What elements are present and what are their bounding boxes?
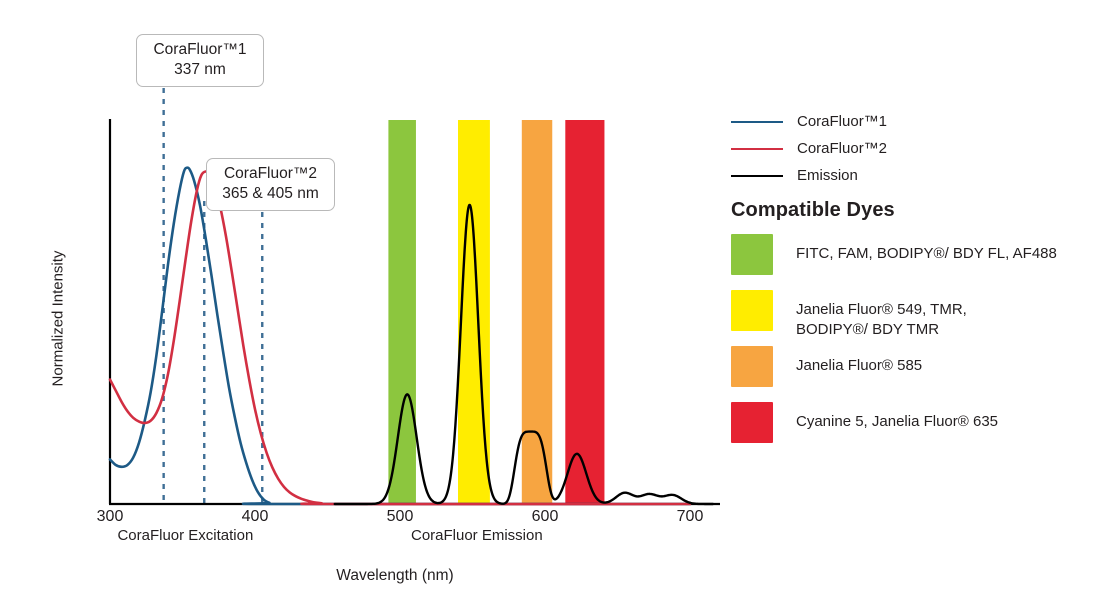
dye-label-line: Cyanine 5, Janelia Fluor® 635 — [796, 413, 999, 430]
legend-line-swatch-icon — [731, 147, 783, 150]
dye-label: Janelia Fluor® 549, TMR, BODIPY®/ BDY TMR — [796, 290, 967, 341]
dye-band-green — [388, 120, 416, 504]
legend-item-1[interactable]: CoraFluor™2 — [731, 135, 1101, 162]
legend-line-swatch-icon — [731, 120, 783, 123]
y-axis-title: Normalized Intensity — [49, 250, 67, 387]
x-axis-sublabel-emission: CoraFluor Emission — [410, 527, 543, 544]
dye-label-line: FITC, FAM, BODIPY®/ BDY FL, AF488 — [796, 245, 1057, 262]
dye-row-2[interactable]: Janelia Fluor® 585 — [731, 346, 1106, 402]
x-tick-500: 500 — [386, 508, 414, 525]
curve-corafluor1 — [108, 166, 692, 506]
compatible-dyes-list: FITC, FAM, BODIPY®/ BDY FL, AF488 Janelia… — [731, 234, 1106, 458]
dye-band-layer — [388, 120, 605, 504]
dye-band-red — [565, 120, 605, 504]
legend-line-swatch-icon — [731, 174, 783, 177]
x-axis-sublabel-excitation: CoraFluor Excitation — [117, 527, 254, 544]
dye-label-line: Janelia Fluor® 549, TMR, — [796, 301, 967, 318]
x-tick-400: 400 — [241, 508, 269, 525]
callout-one-line1: CoraFluor™1 — [153, 41, 247, 58]
dye-label: Cyanine 5, Janelia Fluor® 635 — [796, 402, 998, 432]
callout-corafluor1: CoraFluor™1 337 nm — [136, 34, 264, 87]
callout-corafluor2: CoraFluor™2 365 & 405 nm — [206, 158, 335, 211]
dye-color-swatch — [731, 346, 773, 387]
x-tick-300: 300 — [96, 508, 124, 525]
dye-color-swatch — [731, 234, 773, 275]
series-legend: CoraFluor™1 CoraFluor™2 Emission — [731, 108, 1101, 189]
legend-item-label: CoraFluor™2 — [797, 140, 888, 157]
callout-two-line1: CoraFluor™2 — [223, 165, 318, 182]
x-axis-title: Wavelength (nm) — [336, 567, 454, 584]
x-tick-600: 600 — [531, 508, 559, 525]
compatible-dyes-title: Compatible Dyes — [731, 199, 895, 221]
dye-color-swatch — [731, 402, 773, 443]
excitation-marker-lines — [162, 88, 264, 504]
dye-row-3[interactable]: Cyanine 5, Janelia Fluor® 635 — [731, 402, 1106, 458]
dye-label: FITC, FAM, BODIPY®/ BDY FL, AF488 — [796, 234, 1057, 264]
dye-label-line: BODIPY®/ BDY TMR — [796, 321, 940, 339]
callout-one-line2: 337 nm — [174, 60, 226, 78]
dye-row-0[interactable]: FITC, FAM, BODIPY®/ BDY FL, AF488 — [731, 234, 1106, 290]
legend-item-label: Emission — [797, 167, 858, 184]
legend-item-0[interactable]: CoraFluor™1 — [731, 108, 1101, 135]
dye-label-line: Janelia Fluor® 585 — [796, 357, 923, 374]
dye-label: Janelia Fluor® 585 — [796, 346, 922, 376]
legend-item-label: CoraFluor™1 — [797, 113, 888, 130]
curve-emission — [333, 203, 715, 506]
x-tick-700: 700 — [676, 508, 704, 525]
legend-item-2[interactable]: Emission — [731, 162, 1101, 189]
dye-band-orange — [521, 120, 553, 504]
dye-row-1[interactable]: Janelia Fluor® 549, TMR, BODIPY®/ BDY TMR — [731, 290, 1106, 346]
dye-color-swatch — [731, 290, 773, 331]
callout-two-line2: 365 & 405 nm — [222, 184, 319, 202]
